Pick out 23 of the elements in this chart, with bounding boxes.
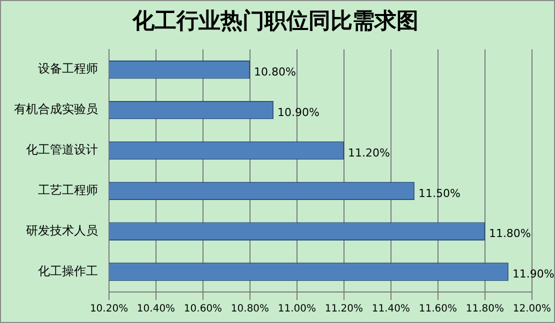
x-tick-label: 10.80% [230,304,270,315]
x-tick-label: 12.00% [512,304,552,315]
data-label: 11.50% [418,186,460,200]
data-label: 10.90% [277,106,320,119]
data-label: 11.80% [488,227,531,240]
x-tick-label: 11.40% [372,304,410,315]
x-tick-label: 11.20% [324,304,364,315]
data-label: 11.90% [512,268,554,281]
x-tick-label: 10.20% [90,304,128,315]
y-tick-label: 工艺工程师 [38,183,98,198]
x-tick-label: 10.40% [136,304,176,315]
y-tick-label: 设备工程师 [38,62,98,76]
x-tick-label: 11.00% [278,304,316,315]
y-tick-label: 化工操作工 [38,264,98,278]
data-label: 10.80% [254,65,296,78]
x-tick-label: 11.60% [418,304,458,315]
data-label: 11.20% [348,146,390,160]
y-tick-label: 化工管道设计 [26,142,98,157]
x-tick-label: 11.80% [466,304,504,315]
x-tick-label: 10.60% [184,304,222,315]
y-tick-label: 研发技术人员 [26,223,98,238]
chart-title: 化工行业热门职位同比需求图 [132,8,418,34]
y-tick-label: 有机合成实验员 [14,102,98,116]
